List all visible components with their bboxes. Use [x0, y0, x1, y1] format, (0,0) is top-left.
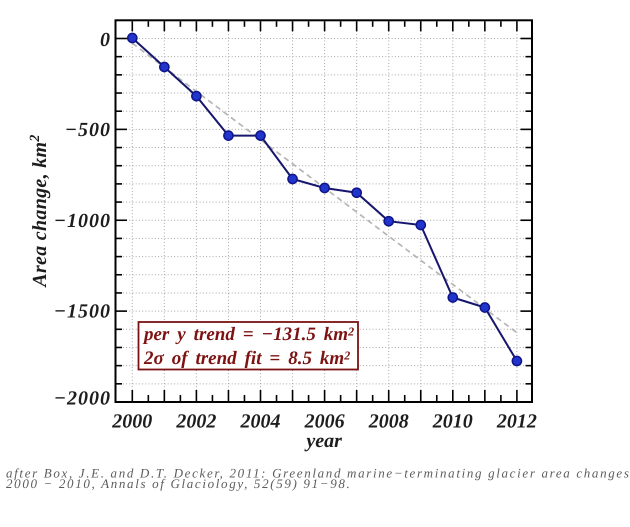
svg-text:2008: 2008 [368, 411, 409, 433]
svg-text:2000 − 2010, Annals of Glaciol: 2000 − 2010, Annals of Glaciology, 52(59… [6, 476, 351, 491]
svg-text:after Box, J.E. and D.T. Decke: after Box, J.E. and D.T. Decker, 2011: G… [6, 466, 630, 481]
svg-text:−2000: −2000 [54, 388, 111, 410]
svg-text:2σ of trend fit = 8.5 km2: 2σ of trend fit = 8.5 km2 [143, 348, 350, 369]
svg-text:0: 0 [100, 29, 111, 51]
svg-text:−1000: −1000 [54, 210, 111, 232]
svg-text:2006: 2006 [304, 411, 345, 433]
svg-text:2012: 2012 [496, 411, 537, 433]
svg-text:2000: 2000 [111, 411, 152, 433]
svg-text:2004: 2004 [240, 411, 281, 433]
svg-text:per y trend = −131.5 km2: per y trend = −131.5 km2 [142, 324, 354, 345]
svg-text:Area change, km2: Area change, km2 [28, 134, 51, 288]
svg-text:2010: 2010 [432, 411, 473, 433]
svg-text:2002: 2002 [175, 411, 216, 433]
svg-text:year: year [304, 430, 342, 452]
svg-text:−1500: −1500 [54, 301, 111, 323]
svg-text:−500: −500 [65, 119, 111, 141]
